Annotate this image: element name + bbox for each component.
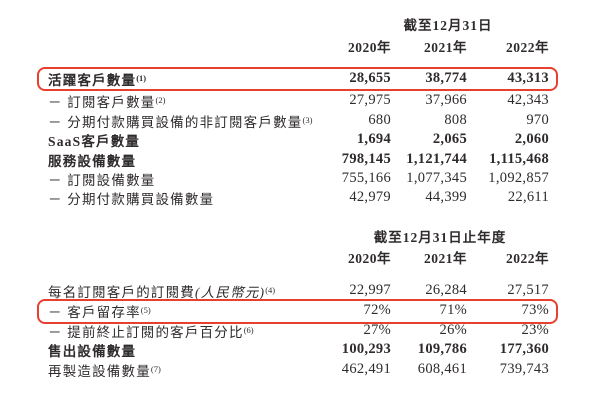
value-2021: 808 [444, 111, 467, 128]
row-subscription-customers: － 訂閱客戶數量(2) 27,975 37,966 42,343 [48, 91, 549, 110]
value-2021: 1,121,744 [406, 150, 467, 167]
row-active-customers: 活躍客戶數量(1) 28,655 38,774 43,313 [37, 67, 558, 92]
value-2021: 37,966 [425, 92, 467, 109]
value-2020: 27,975 [349, 92, 391, 109]
value-2022: 177,360 [499, 341, 549, 358]
year-column-2020: 2020年 [348, 40, 391, 55]
table2-year-header-row: 2020年 2021年 2022年 [48, 247, 549, 267]
value-2021: 38,774 [425, 70, 467, 86]
row-subscription-devices: － 訂閱設備數量 755,166 1,077,345 1,092,857 [48, 169, 549, 188]
value-2020: 755,166 [341, 169, 391, 186]
value-2020: 28,655 [349, 70, 391, 86]
metric-label: 售出設備數量 [48, 344, 137, 360]
metric-label: － 分期付款購買設備的非訂閱客戶數量(3) [48, 114, 313, 130]
year-column-2022: 2022年 [506, 40, 549, 55]
value-2022: 1,115,468 [489, 150, 549, 167]
metric-label: 服務設備數量 [48, 153, 137, 169]
metric-label: SaaS客戶數量 [48, 134, 141, 150]
value-2022: 27,517 [507, 282, 549, 298]
value-2020: 100,293 [341, 341, 391, 358]
value-2022: 43,313 [507, 70, 549, 86]
value-2020: 462,491 [341, 361, 391, 378]
table1-body: 活躍客戶數量(1) 28,655 38,774 43,313 － 訂閱客戶數量(… [37, 67, 558, 208]
year-column-2020: 2020年 [348, 251, 391, 266]
value-2022: 739,743 [499, 361, 549, 378]
row-installment-devices: － 分期付款購買設備數量 42,979 44,399 22,611 [48, 188, 549, 207]
value-2020: 680 [368, 111, 391, 128]
table2-body: 每名訂閱客戶的訂閱費(人民幣元)(4) 22,997 26,284 27,517… [37, 281, 558, 380]
value-2021: 2,065 [432, 131, 467, 148]
spacer [48, 36, 311, 56]
metric-label: 再製造設備數量(7) [48, 364, 161, 380]
row-remanufactured-devices: 再製造設備數量(7) 462,491 608,461 739,743 [48, 360, 549, 380]
value-2021: 26,284 [425, 282, 467, 298]
year-column-2021: 2021年 [424, 40, 467, 55]
row-customer-retention-rate: － 客戶留存率(5) 72% 71% 73% [37, 298, 558, 324]
value-2022: 42,343 [507, 92, 549, 109]
row-devices-sold: 售出設備數量 100,293 109,786 177,360 [48, 340, 549, 360]
table1-year-header-row: 2020年 2021年 2022年 [48, 36, 549, 56]
row-subscription-fee-per-customer: 每名訂閱客戶的訂閱費(人民幣元)(4) 22,997 26,284 27,517 [48, 281, 549, 301]
row-saas-customers: SaaS客戶數量 1,694 2,065 2,060 [48, 130, 549, 149]
metric-label: 活躍客戶數量(1) [48, 73, 147, 88]
value-2021: 1,077,345 [406, 169, 467, 186]
value-2020: 42,979 [349, 189, 391, 206]
metric-label: － 訂閱客戶數量(2) [48, 95, 166, 111]
value-2020: 798,145 [341, 150, 391, 167]
table1-period-header: 截至12月31日 [403, 18, 493, 33]
value-2022: 970 [526, 111, 549, 128]
metric-label: － 提前終止訂閱的客戶百分比(6) [48, 324, 254, 340]
value-2022: 2,060 [514, 131, 549, 148]
value-2020: 22,997 [349, 282, 391, 298]
value-2020: 72% [363, 301, 391, 318]
year-column-2022: 2022年 [506, 251, 549, 266]
metric-label: 每名訂閱客戶的訂閱費(人民幣元)(4) [48, 285, 276, 300]
row-early-termination-percentage: － 提前終止訂閱的客戶百分比(6) 27% 26% 23% [48, 321, 549, 341]
metric-label: － 客戶留存率(5) [48, 304, 151, 320]
value-2022: 23% [521, 321, 549, 338]
value-2020: 1,694 [356, 131, 391, 148]
metric-label: － 訂閱設備數量 [48, 172, 156, 188]
row-non-subscription-customers: － 分期付款購買設備的非訂閱客戶數量(3) 680 808 970 [48, 111, 549, 130]
value-2021: 44,399 [425, 189, 467, 206]
value-2022: 1,092,857 [488, 169, 549, 186]
table2-period-header: 截至12月31日止年度 [373, 230, 507, 245]
value-2021: 109,786 [417, 341, 467, 358]
year-column-2021: 2021年 [424, 251, 467, 266]
value-2021: 71% [439, 301, 467, 318]
spacer [48, 247, 311, 267]
value-2020: 27% [363, 321, 391, 338]
value-2021: 26% [439, 321, 467, 338]
value-2021: 608,461 [417, 361, 467, 378]
value-2022: 73% [521, 301, 549, 318]
value-2022: 22,611 [507, 189, 549, 206]
metric-label: － 分期付款購買設備數量 [48, 192, 215, 208]
row-devices-in-service: 服務設備數量 798,145 1,121,744 1,115,468 [48, 150, 549, 169]
